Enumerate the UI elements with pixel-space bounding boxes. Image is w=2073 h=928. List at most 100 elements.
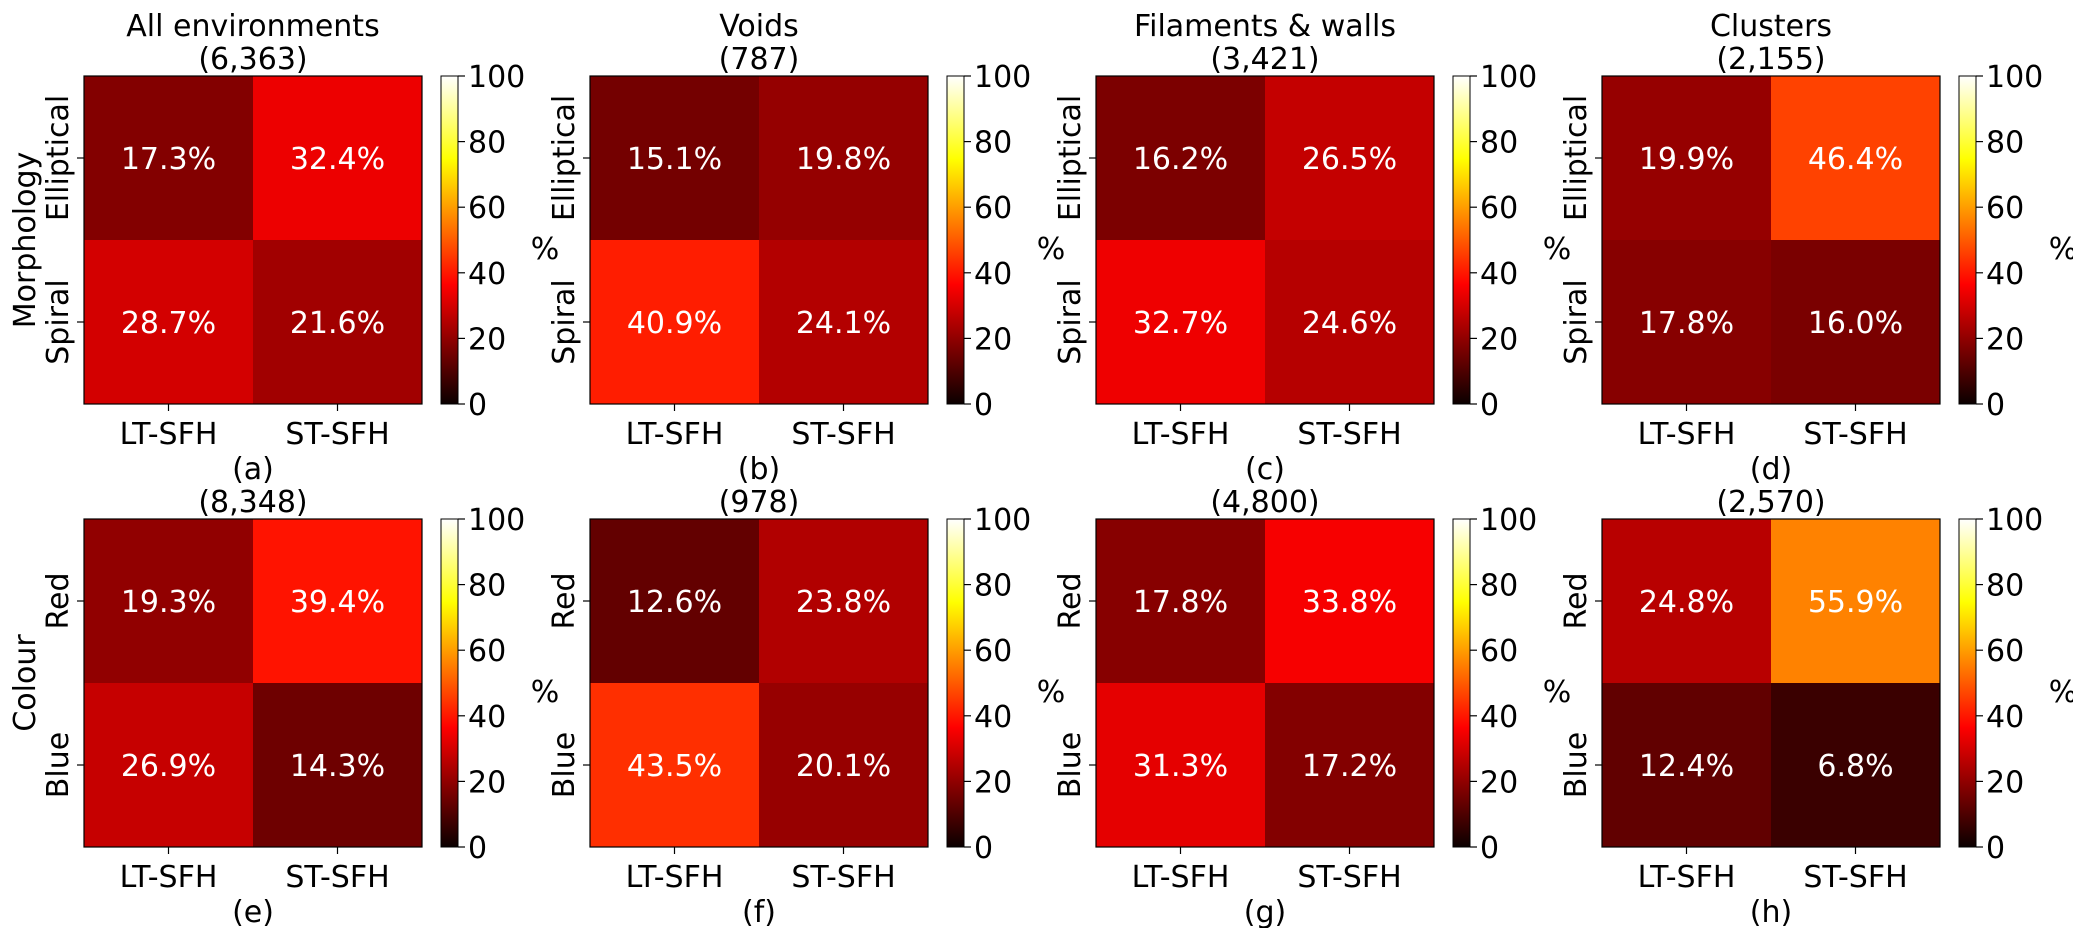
panel-g: 17.8% 33.8% 31.3% 17.2% LT-SFH ST-SFH Red Blue (…	[1053, 485, 1571, 928]
colorbar-tick-label: 60	[468, 634, 506, 669]
x-tick-label: ST-SFH	[1297, 860, 1401, 895]
cell-value-label: 12.6%	[627, 585, 722, 620]
x-tick-label: ST-SFH	[791, 417, 895, 452]
colorbar-tick-label: 60	[1480, 191, 1518, 226]
cell-value-label: 20.1%	[796, 749, 891, 784]
cell-value-label: 46.4%	[1808, 142, 1903, 177]
heatmap-cell	[759, 76, 928, 240]
cell-value-label: 19.3%	[121, 585, 216, 620]
panel-e: 19.3% 39.4% 26.9% 14.3% LT-SFH ST-SFH Red Blue (…	[41, 485, 559, 928]
colorbar-tick-label: 20	[468, 322, 506, 357]
panel-count: (3,421)	[1210, 42, 1319, 77]
colorbar-tick-label: 0	[974, 831, 993, 866]
heatmap-cell	[1265, 519, 1434, 683]
colorbar-label: %	[2049, 232, 2073, 267]
heatmap-cell	[1096, 240, 1265, 404]
y-tick-label: Spiral	[1559, 279, 1594, 364]
colorbar-tick-label: 60	[974, 191, 1012, 226]
colorbar	[946, 75, 965, 405]
colorbar-tick-label: 100	[468, 503, 525, 538]
colorbar-tick-label: 20	[974, 765, 1012, 800]
y-tick-label: Red	[547, 573, 582, 630]
cell-value-label: 15.1%	[627, 142, 722, 177]
heatmap-cell	[253, 683, 422, 847]
y-tick-label: Blue	[1053, 732, 1088, 798]
colorbar-tick-label: 40	[1986, 257, 2024, 292]
panel-a: 17.3% 32.4% 28.7% 21.6% LT-SFH ST-SFH Elliptic…	[41, 9, 559, 487]
heatmap-cell	[1771, 76, 1940, 240]
y-tick-label: Spiral	[41, 279, 76, 364]
colorbar	[440, 518, 459, 848]
panel-letter: (e)	[232, 895, 274, 928]
panel-letter: (d)	[1750, 452, 1792, 487]
colorbar-label: %	[531, 675, 560, 710]
colorbar-tick-label: 0	[1480, 831, 1499, 866]
colorbar	[1452, 518, 1471, 848]
x-tick-label: LT-SFH	[1132, 860, 1230, 895]
panel-count: (2,570)	[1716, 485, 1825, 520]
colorbar	[946, 518, 965, 848]
cell-value-label: 26.9%	[121, 749, 216, 784]
cell-value-label: 32.4%	[290, 142, 385, 177]
colorbar-tick-label: 40	[468, 700, 506, 735]
colorbar-tick-label: 60	[1986, 634, 2024, 669]
x-tick-label: LT-SFH	[1638, 860, 1736, 895]
panel-frame	[1095, 75, 1435, 405]
x-tick-label: ST-SFH	[1803, 417, 1907, 452]
heatmap-cell	[253, 519, 422, 683]
heatmap-cell	[84, 240, 253, 404]
colorbar-tick-label: 0	[1986, 388, 2005, 423]
colorbar-label: %	[1543, 675, 1572, 710]
colorbar-tick-label: 0	[1986, 831, 2005, 866]
cell-value-label: 17.2%	[1302, 749, 1397, 784]
heatmap-cell	[1096, 76, 1265, 240]
panel-d: 19.9% 46.4% 17.8% 16.0% LT-SFH ST-SFH Elliptic…	[1559, 9, 2073, 487]
cell-value-label: 40.9%	[627, 306, 722, 341]
heatmap-cell	[1096, 519, 1265, 683]
cell-value-label: 55.9%	[1808, 585, 1903, 620]
cell-value-label: 32.7%	[1133, 306, 1228, 341]
heatmap-cell	[1771, 519, 1940, 683]
heatmap-cell	[590, 519, 759, 683]
colorbar-tick-label: 80	[468, 126, 506, 161]
colorbar-tick-label: 40	[974, 700, 1012, 735]
heatmap-cell	[1771, 240, 1940, 404]
colorbar-tick-label: 20	[1986, 765, 2024, 800]
x-tick-label: ST-SFH	[285, 417, 389, 452]
cell-value-label: 33.8%	[1302, 585, 1397, 620]
y-tick-label: Elliptical	[1053, 95, 1088, 221]
colorbar-tick-label: 60	[974, 634, 1012, 669]
panel-count: (8,348)	[198, 485, 307, 520]
panel-letter: (h)	[1750, 895, 1792, 928]
colorbar-tick-label: 100	[1480, 503, 1537, 538]
colorbar-tick-label: 40	[1986, 700, 2024, 735]
panel-frame	[1601, 518, 1941, 848]
panel-title: Voids	[719, 9, 799, 44]
colorbar-label: %	[531, 232, 560, 267]
panel-letter: (c)	[1245, 452, 1285, 487]
cell-value-label: 14.3%	[290, 749, 385, 784]
colorbar-tick-label: 20	[1480, 765, 1518, 800]
cell-value-label: 24.6%	[1302, 306, 1397, 341]
colorbar	[440, 75, 459, 405]
heatmap-cell	[1602, 76, 1771, 240]
cell-value-label: 6.8%	[1817, 749, 1893, 784]
y-tick-label: Blue	[1559, 732, 1594, 798]
x-tick-label: LT-SFH	[120, 860, 218, 895]
heatmap-cell	[84, 76, 253, 240]
panel-title: Filaments & walls	[1134, 9, 1396, 44]
panel-count: (787)	[719, 42, 800, 77]
y-tick-label: Red	[1053, 573, 1088, 630]
y-tick-label: Red	[41, 573, 76, 630]
colorbar-tick-label: 40	[974, 257, 1012, 292]
cell-value-label: 21.6%	[290, 306, 385, 341]
colorbar-tick-label: 80	[1986, 126, 2024, 161]
panel-b: 15.1% 19.8% 40.9% 24.1% LT-SFH ST-SFH Elliptic…	[547, 9, 1065, 487]
colorbar-tick-label: 20	[1480, 322, 1518, 357]
y-tick-label: Blue	[41, 732, 76, 798]
heatmap-cell	[1771, 683, 1940, 847]
colorbar-tick-label: 0	[1480, 388, 1499, 423]
y-tick-label: Red	[1559, 573, 1594, 630]
panel-letter: (b)	[738, 452, 780, 487]
